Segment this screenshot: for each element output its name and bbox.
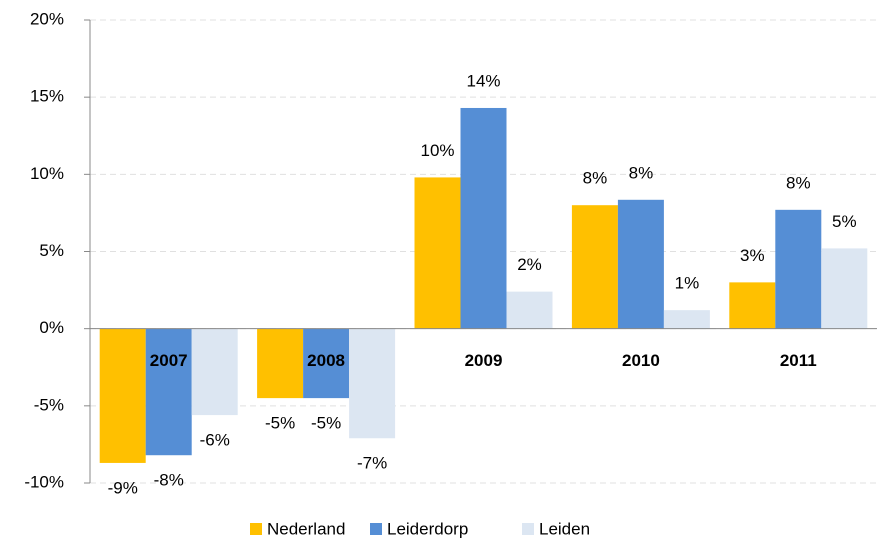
bar: [460, 107, 507, 329]
bar: [99, 328, 146, 463]
data-label: 8%: [583, 169, 608, 188]
bar: [571, 205, 618, 329]
x-tick-label: 2011: [780, 351, 817, 370]
bar: [191, 328, 238, 416]
x-tick-label: 2009: [465, 351, 503, 370]
legend-label: Leiden: [539, 519, 590, 538]
data-label: 8%: [786, 173, 811, 192]
legend-label: Leiderdorp: [387, 519, 468, 538]
data-label: 1%: [675, 274, 700, 293]
data-label: 10%: [420, 141, 454, 160]
bar: [349, 328, 396, 439]
bar: [414, 177, 461, 329]
bar: [729, 282, 776, 329]
data-label: 14%: [466, 71, 500, 90]
y-tick-label: 5%: [39, 241, 64, 260]
x-tick-label: 2007: [150, 351, 188, 370]
data-label: 5%: [832, 212, 857, 231]
y-tick-label: -5%: [34, 395, 64, 414]
y-tick-label: 10%: [30, 164, 64, 183]
data-label: 8%: [629, 163, 654, 182]
data-label: 3%: [740, 246, 765, 265]
bar: [145, 328, 192, 456]
data-label: -7%: [357, 454, 387, 473]
data-label: -5%: [265, 414, 295, 433]
x-tick-label: 2010: [622, 351, 660, 370]
legend-swatch: [370, 523, 382, 535]
bar: [257, 328, 304, 399]
x-tick-label: 2008: [307, 351, 345, 370]
y-tick-label: 15%: [30, 87, 64, 106]
legend-label: Nederland: [267, 519, 345, 538]
bar: [663, 310, 710, 329]
data-label: 2%: [517, 255, 542, 274]
legend-swatch: [250, 523, 262, 535]
bar: [506, 291, 553, 329]
data-label: -5%: [311, 414, 341, 433]
bar: [617, 199, 664, 329]
y-tick-label: 20%: [30, 9, 64, 28]
y-tick-label: -10%: [24, 472, 64, 491]
legend-swatch: [522, 523, 534, 535]
bar: [775, 209, 822, 329]
bar: [303, 328, 350, 399]
bar: [821, 248, 868, 329]
data-label: -9%: [108, 478, 138, 497]
data-label: -8%: [154, 471, 184, 490]
data-label: -6%: [200, 431, 230, 450]
y-tick-label: 0%: [39, 318, 64, 337]
